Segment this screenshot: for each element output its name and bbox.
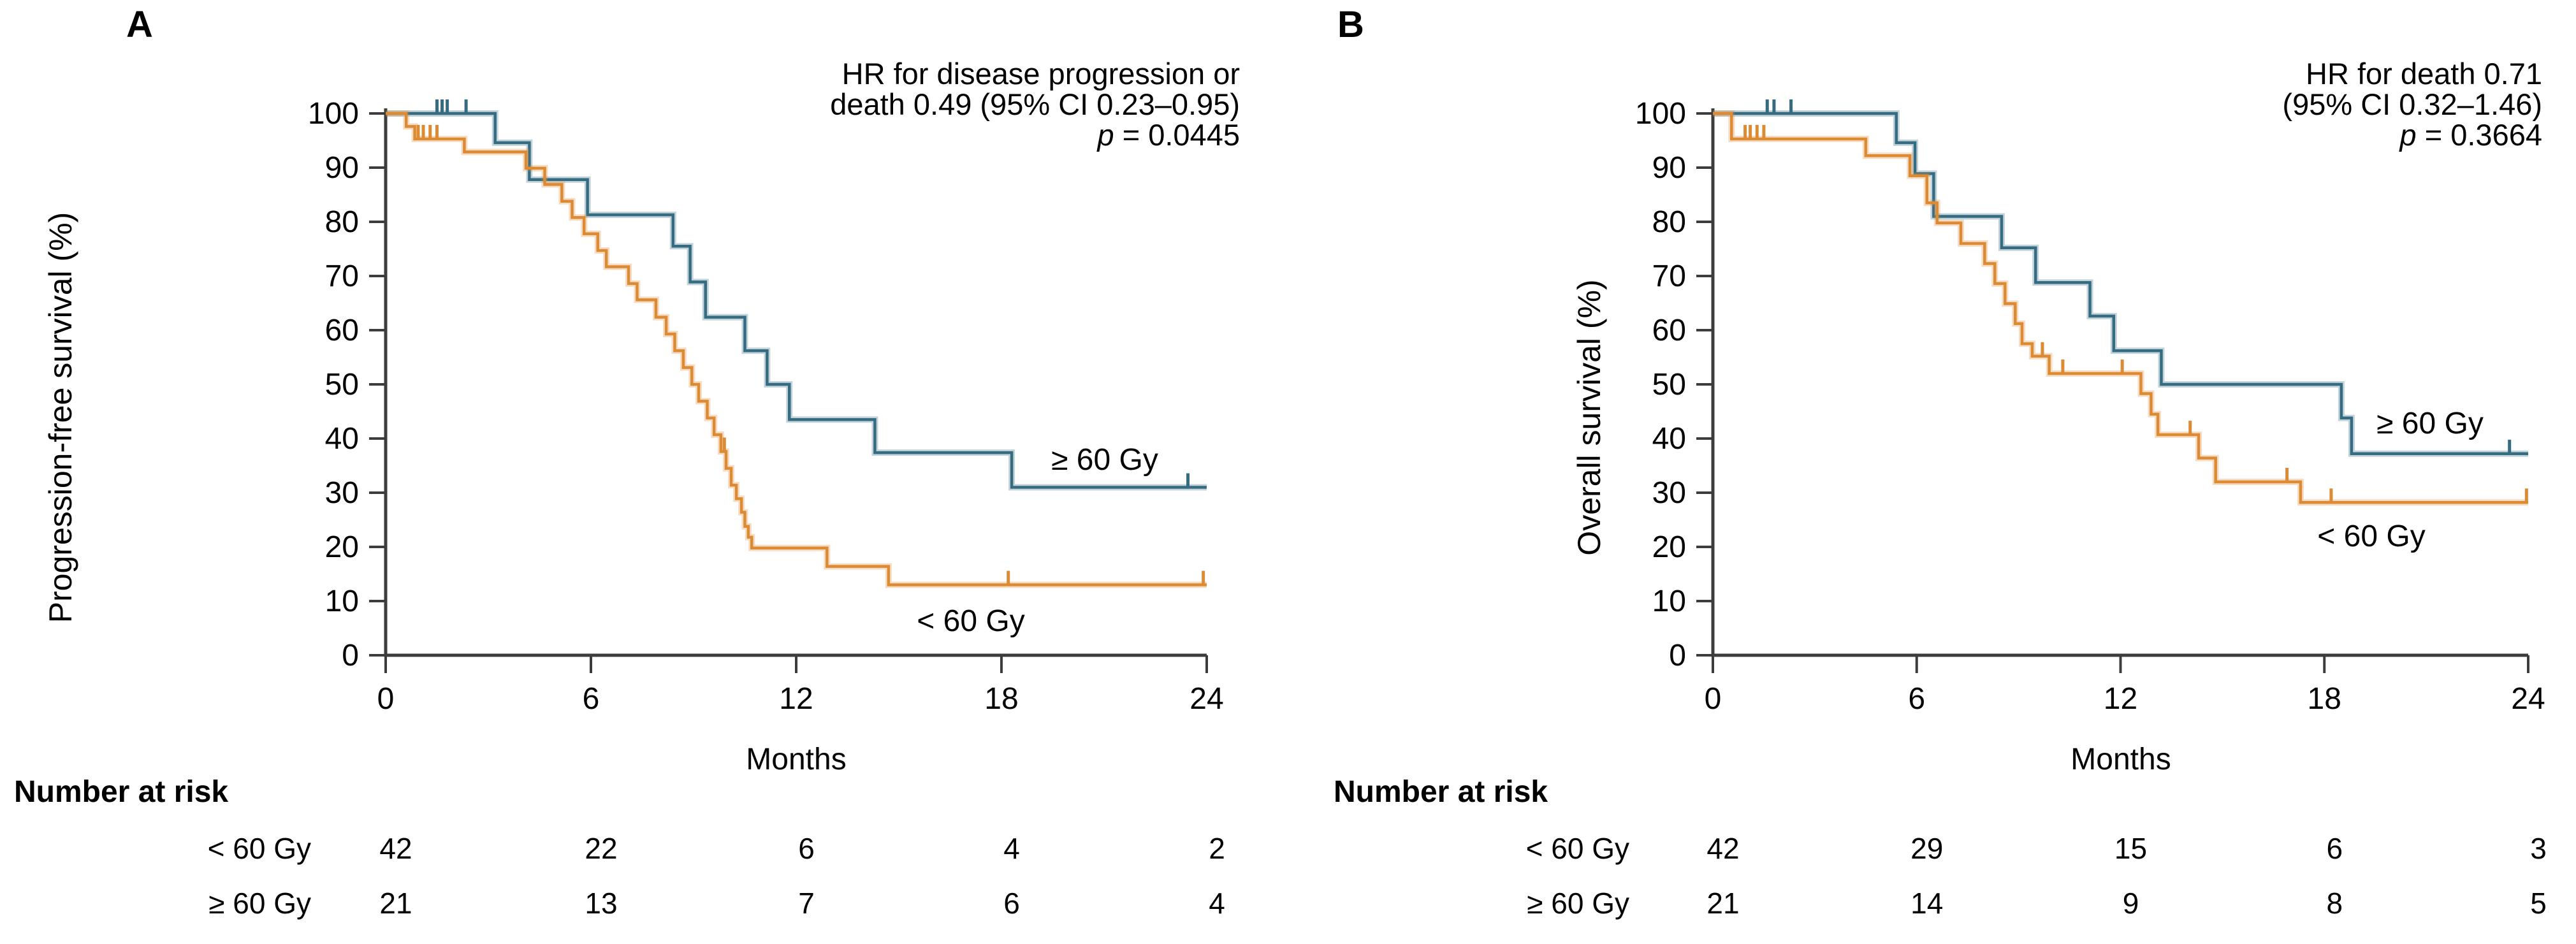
x-tick-label: 6 <box>1908 682 1925 716</box>
panel-letter: B <box>1337 4 1364 45</box>
risk-counts: 42 22 6 4 221 13 7 6 4 <box>379 832 1225 920</box>
p-value: = 0.3664 <box>2417 118 2542 152</box>
curve-ge60-halo <box>386 110 1207 491</box>
risk-count: 9 <box>2123 887 2139 920</box>
risk-count: 29 <box>1910 832 1943 865</box>
y-tick-label: 20 <box>1652 530 1686 564</box>
curve-label-ge60: ≥ 60 Gy <box>1051 443 1158 477</box>
y-tick-label: 70 <box>1652 259 1686 293</box>
risk-count: 22 <box>585 832 617 865</box>
y-tick-label: 100 <box>308 97 359 131</box>
risk-count: 3 <box>2530 832 2547 865</box>
risk-count: 14 <box>1910 887 1943 920</box>
hr-annotation-line1: HR for death 0.71 <box>2306 57 2542 91</box>
p-value-annotation: p = 0.0445 <box>1096 118 1240 152</box>
curve-ge60 <box>1713 112 2528 456</box>
y-tick-label: 50 <box>1652 368 1686 402</box>
risk-row-label-lt60: < 60 Gy <box>208 832 311 865</box>
axis-ticks: 0 6 12 18 24 0 10 20 30 40 50 60 70 80 90 100 <box>1635 97 2545 716</box>
y-axis-title: Overall survival (%) <box>1571 279 1607 555</box>
risk-table-title: Number at risk <box>14 775 228 809</box>
p-value-annotation: p = 0.3664 <box>2399 118 2542 152</box>
risk-count: 13 <box>585 887 617 920</box>
y-tick-label: 90 <box>1652 151 1686 185</box>
x-tick-label: 24 <box>2511 682 2545 716</box>
panel-pfs: A Progression-free survival (%) 0 6 12 18 24… <box>14 4 1240 920</box>
x-axis-title: Months <box>746 743 846 776</box>
risk-count: 6 <box>1003 887 1020 920</box>
risk-count: 8 <box>2326 887 2343 920</box>
curve-ge60 <box>386 112 1207 489</box>
risk-count: 2 <box>1209 832 1225 865</box>
curve-label-lt60: < 60 Gy <box>2317 519 2425 553</box>
x-tick-label: 18 <box>984 682 1018 716</box>
y-tick-label: 10 <box>1652 585 1686 618</box>
panel-os: B Overall survival (%) 0 6 12 18 24 0 10 20 30 40… <box>1334 4 2547 920</box>
p-value: = 0.0445 <box>1114 118 1240 152</box>
y-axis-title: Progression-free survival (%) <box>43 212 78 623</box>
curve-label-lt60: < 60 Gy <box>917 604 1024 638</box>
x-tick-label: 6 <box>583 682 600 716</box>
curve-ge60-halo <box>1713 110 2528 457</box>
hr-annotation-line2: death 0.49 (95% CI 0.23–0.95) <box>830 87 1240 121</box>
risk-row-label-ge60: ≥ 60 Gy <box>1527 887 1629 920</box>
axis-ticks: 0 6 12 18 24 0 10 20 30 40 50 60 70 80 90 100 <box>308 97 1224 716</box>
survival-curves <box>386 99 1207 588</box>
y-tick-label: 50 <box>325 368 359 402</box>
y-tick-label: 40 <box>1652 422 1686 456</box>
risk-row-label-ge60: ≥ 60 Gy <box>208 887 311 920</box>
y-tick-label: 90 <box>325 151 359 185</box>
panel-letter: A <box>126 4 153 45</box>
risk-count: 7 <box>798 887 815 920</box>
y-tick-label: 20 <box>325 530 359 564</box>
x-axis-title: Months <box>2070 743 2171 776</box>
y-tick-label: 0 <box>342 639 359 672</box>
risk-count: 4 <box>1003 832 1020 865</box>
x-tick-label: 0 <box>1705 682 1722 716</box>
y-tick-label: 70 <box>325 259 359 293</box>
survival-curves <box>1713 99 2528 506</box>
hr-annotation-line2: (95% CI 0.32–1.46) <box>2282 87 2542 121</box>
risk-counts: 42 29 15 6 3 21 14 9 8 5 <box>1706 832 2546 920</box>
risk-count: 6 <box>2326 832 2343 865</box>
risk-count: 21 <box>379 887 412 920</box>
curve-lt60-halo <box>386 110 1207 588</box>
x-tick-label: 12 <box>2104 682 2137 716</box>
curve-lt60-halo <box>1713 110 2528 506</box>
y-tick-label: 60 <box>325 314 359 347</box>
y-tick-label: 100 <box>1635 97 1686 131</box>
y-tick-label: 30 <box>325 476 359 510</box>
p-symbol: p <box>2399 118 2417 152</box>
x-tick-label: 12 <box>779 682 813 716</box>
x-tick-label: 0 <box>377 682 395 716</box>
y-tick-label: 0 <box>1669 639 1686 672</box>
y-tick-label: 80 <box>325 205 359 239</box>
hr-annotation-line1: HR for disease progression or <box>842 57 1240 91</box>
risk-count: 6 <box>798 832 815 865</box>
y-tick-label: 80 <box>1652 205 1686 239</box>
risk-count: 21 <box>1706 887 1739 920</box>
y-tick-label: 10 <box>325 585 359 618</box>
risk-count: 5 <box>2530 887 2547 920</box>
y-tick-label: 30 <box>1652 476 1686 510</box>
risk-table-title: Number at risk <box>1334 775 1548 809</box>
risk-row-label-lt60: < 60 Gy <box>1526 832 1629 865</box>
curve-lt60 <box>386 112 1207 586</box>
risk-count: 4 <box>1209 887 1225 920</box>
y-tick-label: 40 <box>325 422 359 456</box>
risk-count: 42 <box>379 832 412 865</box>
curve-lt60 <box>1713 112 2528 504</box>
risk-count: 42 <box>1706 832 1739 865</box>
x-tick-label: 18 <box>2308 682 2341 716</box>
x-tick-label: 24 <box>1190 682 1223 716</box>
p-symbol: p <box>1096 118 1114 152</box>
risk-count: 15 <box>2114 832 2147 865</box>
curve-label-ge60: ≥ 60 Gy <box>2376 407 2484 440</box>
y-tick-label: 60 <box>1652 314 1686 347</box>
